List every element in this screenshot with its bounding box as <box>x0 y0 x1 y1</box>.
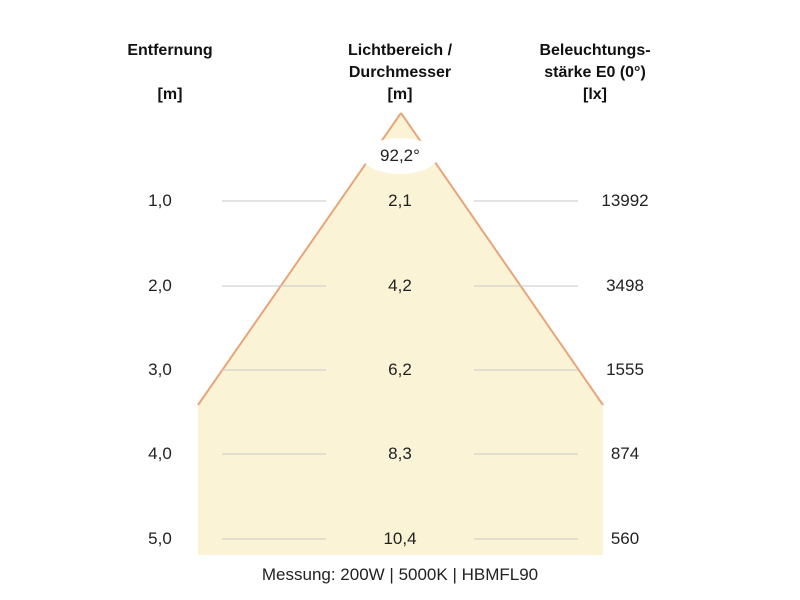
diameter-value-3: 6,2 <box>388 360 412 379</box>
distance-value-5: 5,0 <box>148 529 172 548</box>
header-diameter: Lichtbereich / Durchmesser [m] <box>320 40 480 106</box>
distance-value-1: 1,0 <box>148 191 172 210</box>
angle-label-background <box>362 138 438 174</box>
header-illuminance-unit: [lx] <box>583 86 607 103</box>
diameter-value-1: 2,1 <box>388 191 412 210</box>
beam-angle-label: 92,2° <box>380 146 420 165</box>
diameter-value-4: 8,3 <box>388 444 412 463</box>
lux-value-5: 560 <box>610 529 640 548</box>
header-illuminance: Beleuchtungs- stärke E0 (0°) [lx] <box>520 40 670 106</box>
header-distance: Entfernung [m] <box>110 40 230 106</box>
distance-value-4: 4,0 <box>148 444 172 463</box>
measurement-caption: Messung: 200W | 5000K | HBMFL90 <box>261 565 539 584</box>
header-illuminance-title-1: Beleuchtungs- <box>539 42 651 59</box>
header-diameter-title-2: Durchmesser <box>348 64 452 81</box>
header-distance-unit: [m] <box>157 86 183 103</box>
diameter-value-2: 4,2 <box>388 276 412 295</box>
guide-lines <box>222 200 578 540</box>
lux-value-2: 3498 <box>606 276 644 295</box>
header-diameter-title-1: Lichtbereich / <box>347 42 453 59</box>
diameter-value-5: 10,4 <box>383 529 417 548</box>
lux-value-1: 13992 <box>601 191 649 210</box>
header-diameter-unit: [m] <box>387 86 413 103</box>
header-distance-spacer <box>110 62 230 84</box>
beam-area <box>198 113 603 555</box>
lux-value-3: 1555 <box>606 360 644 379</box>
lux-value-4: 874 <box>610 444 640 463</box>
header-distance-title: Entfernung <box>127 42 213 59</box>
header-illuminance-title-2: stärke E0 (0°) <box>544 64 646 81</box>
distance-value-2: 2,0 <box>148 276 172 295</box>
distance-value-3: 3,0 <box>148 360 172 379</box>
